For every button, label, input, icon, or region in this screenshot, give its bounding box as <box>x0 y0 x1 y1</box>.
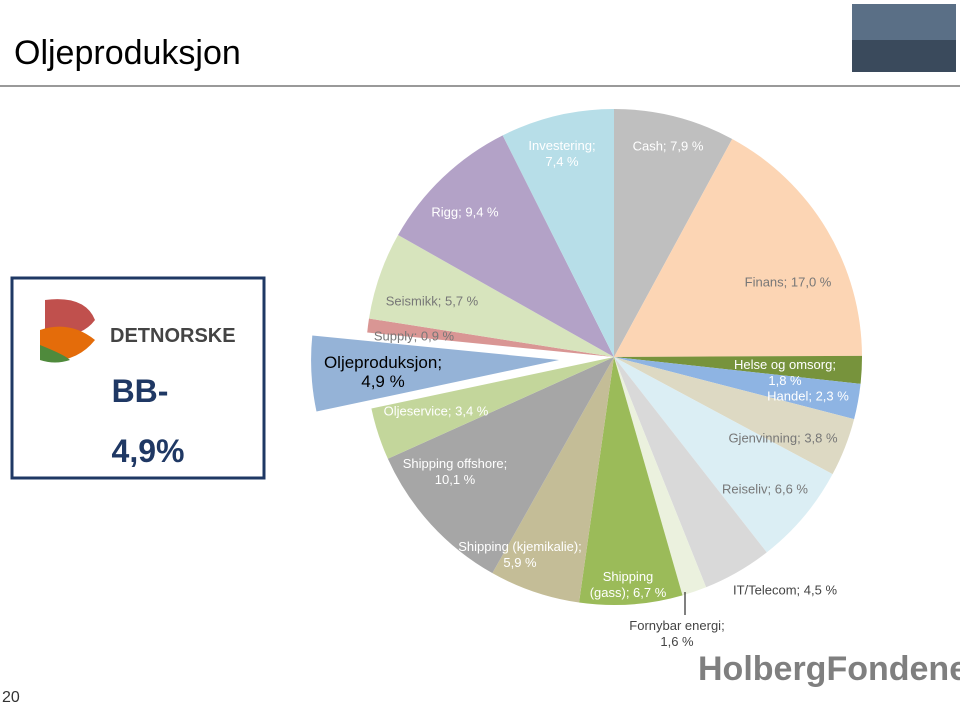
data-label: Supply; 0,9 % <box>374 328 455 343</box>
pie-slice <box>614 357 833 553</box>
data-label: Helse og omsorg; 1,8 % <box>734 357 836 388</box>
share: 4,9% <box>112 433 185 469</box>
pie-slice <box>387 357 614 574</box>
pie-slice <box>371 357 614 459</box>
data-label: Rigg; 9,4 % <box>431 204 499 219</box>
logo-text: DETNORSKE <box>110 325 236 347</box>
logo-mark <box>40 345 70 363</box>
data-label: Reiseliv; 6,6 % <box>722 481 808 496</box>
slide-title: Oljeproduksjon <box>14 34 241 72</box>
pie-slice <box>614 357 861 420</box>
pie-slice <box>614 138 862 357</box>
data-label: Handel; 2,3 % <box>767 388 849 403</box>
labels: Cash; 7,9 % Finans; 17,0 % Helse og omsorg… <box>324 138 849 649</box>
photo-sea <box>852 40 956 72</box>
pie-slice <box>368 235 614 357</box>
pie-slice <box>502 109 614 357</box>
data-label: Oljeservice; 3,4 % <box>384 403 489 418</box>
pie-slice <box>614 357 767 588</box>
pie-slice <box>579 357 683 605</box>
data-label: Investering; 7,4 % <box>528 138 595 169</box>
pie-slice <box>492 357 614 603</box>
pie-slice <box>614 357 855 475</box>
data-label: Seismikk; 5,7 % <box>386 293 479 308</box>
data-label: Shipping offshore; 10,1 % <box>403 456 508 487</box>
data-label: Shipping (kjemikalie); 5,9 % <box>458 539 582 570</box>
pie-slice <box>367 318 614 357</box>
data-label: Shipping (gass); 6,7 % <box>590 569 667 600</box>
pie-slice <box>614 109 733 357</box>
rating: BB- <box>112 373 169 409</box>
pie-slice <box>614 357 707 596</box>
data-label: Gjenvinning; 3,8 % <box>728 430 838 445</box>
pie-slice <box>614 355 862 384</box>
pie-slice <box>398 135 614 357</box>
data-label: Finans; 17,0 % <box>745 274 832 289</box>
data-label: Cash; 7,9 % <box>633 138 704 153</box>
data-label: IT/Telecom; 4,5 % <box>733 582 837 597</box>
footer-logo: HolbergFondene <box>698 650 960 688</box>
pie-slice <box>311 335 560 412</box>
page-number: 20 <box>2 689 20 706</box>
data-label: Oljeproduksjon; 4,9 % <box>324 353 442 391</box>
data-label: Fornybar energi; 1,6 % <box>629 618 724 649</box>
pie <box>311 109 862 605</box>
